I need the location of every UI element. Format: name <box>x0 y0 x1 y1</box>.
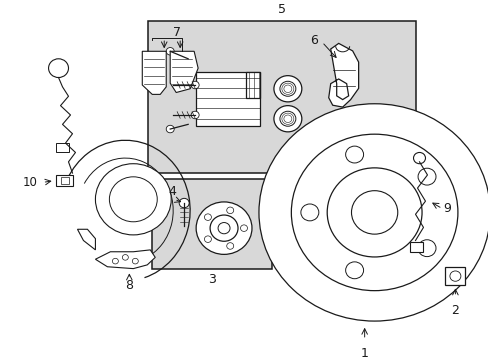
Circle shape <box>112 258 118 264</box>
Bar <box>245 72 260 98</box>
Circle shape <box>273 76 301 102</box>
Text: 9: 9 <box>443 202 450 215</box>
Circle shape <box>273 105 301 132</box>
Circle shape <box>210 215 238 241</box>
Circle shape <box>196 202 251 255</box>
Circle shape <box>417 240 435 257</box>
Text: 10: 10 <box>23 176 38 189</box>
Circle shape <box>204 214 211 220</box>
Polygon shape <box>328 44 358 107</box>
Circle shape <box>449 271 460 281</box>
Polygon shape <box>142 51 166 94</box>
Circle shape <box>204 236 211 242</box>
Circle shape <box>300 204 318 221</box>
Bar <box>56 143 69 153</box>
Text: 8: 8 <box>125 279 133 292</box>
Circle shape <box>326 168 421 257</box>
Text: 6: 6 <box>309 33 317 46</box>
Circle shape <box>279 81 295 96</box>
Circle shape <box>132 258 138 264</box>
Circle shape <box>259 104 488 321</box>
Circle shape <box>351 191 397 234</box>
Circle shape <box>226 243 233 249</box>
Text: 3: 3 <box>208 273 216 286</box>
Circle shape <box>345 262 363 279</box>
Circle shape <box>166 125 174 133</box>
Circle shape <box>279 111 295 126</box>
Polygon shape <box>95 250 155 269</box>
Circle shape <box>417 168 435 185</box>
Circle shape <box>240 225 247 231</box>
Bar <box>148 21 415 173</box>
Text: 4: 4 <box>168 185 176 198</box>
Circle shape <box>191 111 199 119</box>
Bar <box>408 242 423 252</box>
Bar <box>61 177 68 184</box>
Circle shape <box>413 153 425 164</box>
Bar <box>152 179 271 269</box>
Circle shape <box>122 255 128 260</box>
Polygon shape <box>170 51 198 93</box>
Circle shape <box>179 198 189 208</box>
Bar <box>445 267 465 285</box>
Circle shape <box>191 81 199 89</box>
Bar <box>196 72 260 126</box>
Circle shape <box>95 164 171 235</box>
Text: 1: 1 <box>360 347 368 360</box>
Circle shape <box>291 134 457 291</box>
Circle shape <box>166 48 174 55</box>
Circle shape <box>226 207 233 213</box>
Text: 5: 5 <box>277 3 285 16</box>
Polygon shape <box>77 229 95 250</box>
Circle shape <box>109 177 157 222</box>
Circle shape <box>218 222 229 234</box>
Text: 2: 2 <box>450 304 458 317</box>
Bar <box>56 175 73 186</box>
Text: 7: 7 <box>173 26 181 39</box>
Circle shape <box>345 146 363 163</box>
